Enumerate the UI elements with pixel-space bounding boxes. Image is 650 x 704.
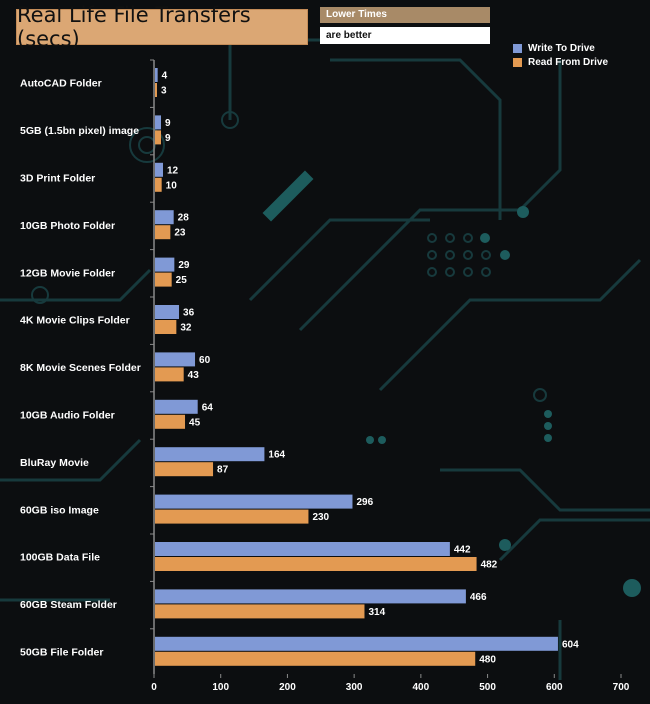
bar-write xyxy=(155,305,180,319)
category-label: 3D Print Folder xyxy=(20,173,95,185)
category-label: 60GB iso Image xyxy=(20,504,99,516)
bar-write xyxy=(155,636,558,651)
value-label-read: 482 xyxy=(481,560,498,571)
legend-item-read: Read From Drive xyxy=(513,55,608,69)
bar-read xyxy=(155,225,171,240)
legend-label-write: Write To Drive xyxy=(528,42,595,54)
category-label: 4K Movie Clips Folder xyxy=(20,315,130,327)
value-label-read: 32 xyxy=(180,323,192,334)
value-label-read: 9 xyxy=(165,133,171,144)
bar-read xyxy=(155,509,309,524)
legend-item-write: Write To Drive xyxy=(513,41,608,55)
bar-write xyxy=(155,162,164,177)
value-label-write: 60 xyxy=(199,355,211,366)
bar-read xyxy=(155,83,158,97)
x-tick-label: 400 xyxy=(413,682,430,693)
bar-write xyxy=(155,115,162,130)
category-label: 10GB Audio Folder xyxy=(20,410,115,422)
value-label-write: 64 xyxy=(202,402,214,413)
value-label-read: 480 xyxy=(479,654,496,665)
value-label-read: 3 xyxy=(161,86,167,97)
value-label-write: 296 xyxy=(356,497,373,508)
value-label-read: 87 xyxy=(217,465,229,476)
value-label-read: 23 xyxy=(174,228,186,239)
category-label: 100GB Data File xyxy=(20,552,100,564)
value-label-read: 25 xyxy=(176,275,188,286)
value-label-write: 28 xyxy=(178,213,190,224)
value-label-write: 12 xyxy=(167,165,179,176)
value-label-write: 164 xyxy=(268,450,285,461)
value-label-read: 10 xyxy=(166,180,178,191)
bar-read xyxy=(155,272,172,287)
value-label-write: 9 xyxy=(165,118,171,129)
note-are-better: are better xyxy=(320,27,490,44)
category-label: 60GB Steam Folder xyxy=(20,599,117,611)
bar-read xyxy=(155,462,214,477)
category-label: 12GB Movie Folder xyxy=(20,267,115,279)
value-label-read: 314 xyxy=(368,607,385,618)
legend-swatch-write xyxy=(513,43,522,53)
bar-read xyxy=(155,130,162,145)
value-label-read: 43 xyxy=(188,370,200,381)
x-tick-label: 100 xyxy=(212,682,229,693)
legend: Write To Drive Read From Drive xyxy=(513,41,608,69)
x-tick-label: 0 xyxy=(151,682,157,693)
bar-write xyxy=(155,68,158,82)
category-label: AutoCAD Folder xyxy=(20,78,102,90)
x-tick-label: 700 xyxy=(613,682,630,693)
note-lower-times: Lower Times xyxy=(320,7,490,23)
bar-write xyxy=(155,447,265,462)
value-label-write: 36 xyxy=(183,308,195,319)
bar-write xyxy=(155,257,175,272)
category-label: 50GB File Folder xyxy=(20,647,103,659)
category-label: 5GB (1.5bn pixel) image xyxy=(20,125,139,137)
category-label: 8K Movie Scenes Folder xyxy=(20,362,141,374)
value-label-read: 45 xyxy=(189,417,201,428)
value-label-read: 230 xyxy=(312,512,329,523)
bar-read xyxy=(155,320,177,334)
bar-write xyxy=(155,589,466,604)
category-label: 10GB Photo Folder xyxy=(20,220,115,232)
bar-read xyxy=(155,604,365,619)
bar-read xyxy=(155,367,184,382)
bar-write xyxy=(155,494,353,509)
category-label: BluRay Movie xyxy=(20,457,89,469)
bar-write xyxy=(155,210,174,225)
value-label-write: 466 xyxy=(470,592,487,603)
x-tick-label: 200 xyxy=(279,682,296,693)
x-tick-label: 500 xyxy=(479,682,496,693)
value-label-write: 442 xyxy=(454,545,471,556)
bar-write xyxy=(155,352,196,367)
value-label-write: 29 xyxy=(178,260,190,271)
bar-write xyxy=(155,399,198,414)
legend-swatch-read xyxy=(513,57,522,67)
x-tick-label: 300 xyxy=(346,682,363,693)
x-tick-label: 600 xyxy=(546,682,563,693)
legend-label-read: Read From Drive xyxy=(528,56,609,68)
bar-read xyxy=(155,651,476,666)
bar-read xyxy=(155,557,477,571)
bar-read xyxy=(155,177,162,192)
bar-write xyxy=(155,542,450,556)
bar-read xyxy=(155,414,186,429)
value-label-write: 4 xyxy=(162,71,168,82)
value-label-write: 604 xyxy=(562,639,579,650)
